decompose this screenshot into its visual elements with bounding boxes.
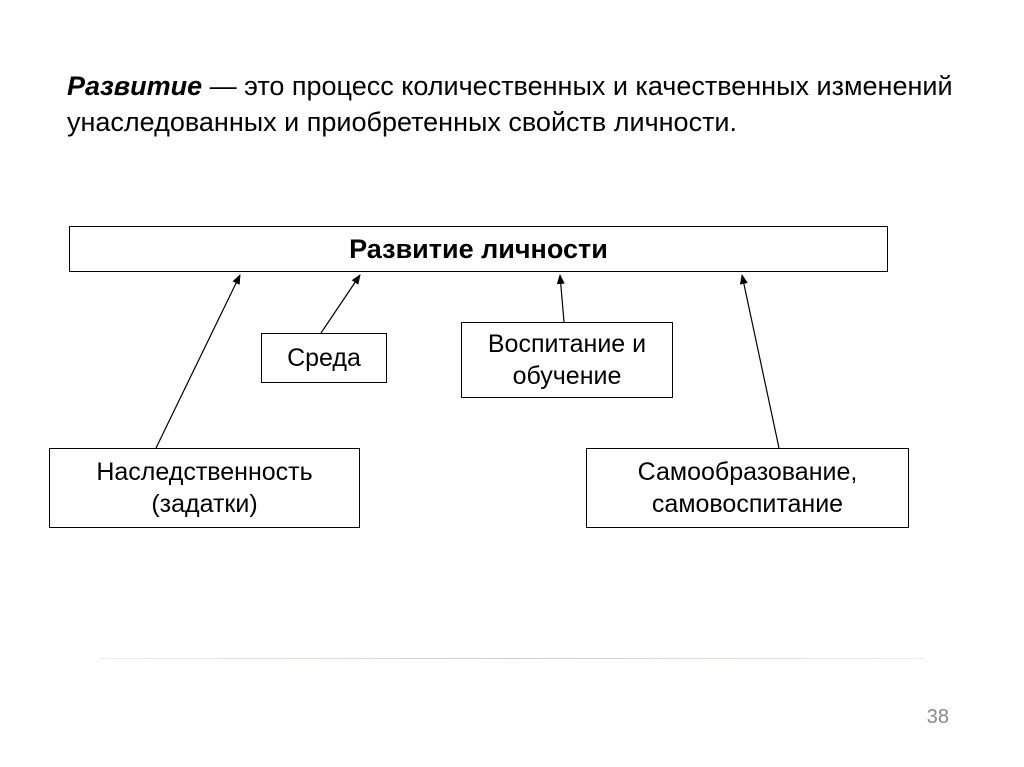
- definition-term: Развитие: [67, 71, 202, 101]
- main-node-label: Развитие личности: [349, 234, 608, 265]
- node-selfeducation-label: Самообразование, самовоспитание: [601, 456, 894, 521]
- definition-dash: —: [202, 71, 244, 101]
- edge-arrow: [560, 275, 564, 322]
- node-environment: Среда: [261, 333, 387, 383]
- page-number: 38: [927, 706, 949, 729]
- node-upbringing: Воспитание и обучение: [461, 322, 673, 398]
- definition-text: Развитие — это процесс количественных и …: [67, 68, 957, 141]
- edge-arrow: [156, 275, 240, 448]
- edge-arrow: [321, 275, 360, 333]
- main-node: Развитие личности: [69, 226, 888, 272]
- node-environment-label: Среда: [287, 342, 361, 375]
- node-selfeducation: Самообразование, самовоспитание: [586, 448, 909, 528]
- edge-arrow: [742, 275, 779, 448]
- footer-divider: [100, 658, 924, 659]
- node-heredity: Наследственность (задатки): [49, 448, 360, 528]
- node-heredity-label: Наследственность (задатки): [64, 456, 345, 521]
- node-upbringing-label: Воспитание и обучение: [476, 328, 658, 393]
